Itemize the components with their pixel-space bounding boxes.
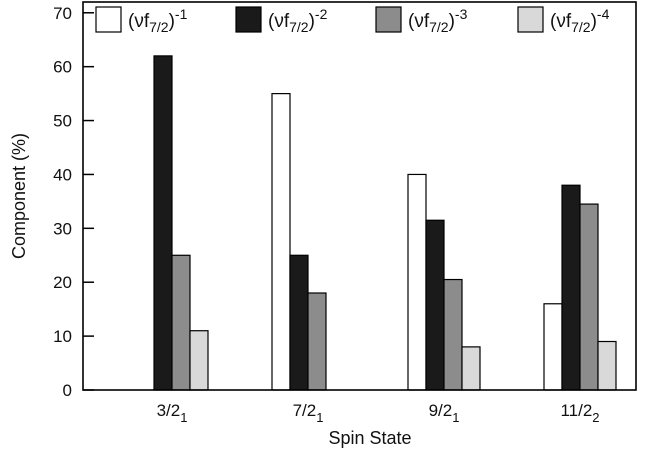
x-tick-label: 3/21 [157,401,188,425]
x-tick-label-subscript: 2 [592,410,599,425]
bar-series-1-11-2-2 [543,303,563,391]
legend: (νf7/2)-1 (νf7/2)-2 (νf7/2)-3 (νf7/2)-4 [95,6,610,35]
y-tick-label: 70 [53,4,72,23]
x-tick-label-base: 9/2 [429,401,453,420]
x-tick-label: 9/21 [429,401,460,425]
bar-series-2-11-2-2 [561,184,581,391]
legend-swatch-4 [517,6,544,33]
bar-series-3-7-2-1 [307,292,327,391]
bar-series-3-9-2-1 [443,278,463,391]
bar-series-1-7-2-1 [271,93,291,391]
x-tick-label-base: 11/2 [560,401,592,420]
x-tick-label-subscript: 1 [180,410,187,425]
legend-label-superscript: -3 [455,6,468,22]
y-tick-label: 60 [53,58,72,77]
legend-label-subscript: 7/2 [429,19,449,35]
x-tick-label-base: 7/2 [293,401,317,420]
y-axis-label: Component (%) [9,133,29,259]
legend-swatch-3 [375,6,402,33]
y-tick-label: 50 [53,112,72,131]
legend-label-4: (νf7/2)-4 [550,6,610,35]
legend-label-subscript: 7/2 [289,19,309,35]
bar-series-2-3-2-1 [153,55,173,391]
bar-series-4-3-2-1 [189,330,209,391]
y-tick-label: 0 [63,381,72,400]
bar-series-2-9-2-1 [425,219,445,391]
y-axis: 0 10 20 30 40 50 60 70 [53,4,94,400]
legend-label-subscript: 7/2 [149,19,169,35]
legend-label-close: ) [309,11,315,32]
x-axis: 3/21 7/21 9/21 11/22 [157,401,600,425]
x-tick-label: 11/22 [560,401,599,425]
y-tick-label: 40 [53,165,72,184]
x-tick-label: 7/21 [293,401,324,425]
legend-label-close: ) [449,11,455,32]
bar-series-3-11-2-2 [579,203,599,391]
legend-label-subscript: 7/2 [571,19,591,35]
legend-label-superscript: -4 [597,6,610,22]
bar-series-4-9-2-1 [461,346,481,391]
x-tick-label-base: 3/2 [157,401,181,420]
legend-label-superscript: -2 [315,6,328,22]
y-tick-label: 30 [53,219,72,238]
legend-label-1: (νf7/2)-1 [128,6,188,35]
x-axis-label: Spin State [328,428,411,448]
legend-label-base: (νf [128,11,150,32]
x-tick-label-subscript: 1 [316,410,323,425]
bars-layer [153,55,617,391]
legend-label-3: (νf7/2)-3 [408,6,468,35]
bar-series-1-9-2-1 [407,173,427,391]
legend-label-superscript: -1 [175,6,188,22]
legend-label-base: (νf [268,11,290,32]
legend-label-close: ) [169,11,175,32]
bar-series-4-11-2-2 [597,340,617,391]
legend-swatch-2 [235,6,262,33]
bar-series-2-7-2-1 [289,254,309,391]
legend-swatch-1 [95,6,122,33]
legend-label-close: ) [591,11,597,32]
y-tick-label: 20 [53,273,72,292]
y-tick-label: 10 [53,327,72,346]
legend-label-base: (νf [408,11,430,32]
legend-label-base: (νf [550,11,572,32]
bar-series-3-3-2-1 [171,254,191,391]
x-tick-label-subscript: 1 [452,410,459,425]
legend-label-2: (νf7/2)-2 [268,6,328,35]
plot-frame [82,1,637,391]
